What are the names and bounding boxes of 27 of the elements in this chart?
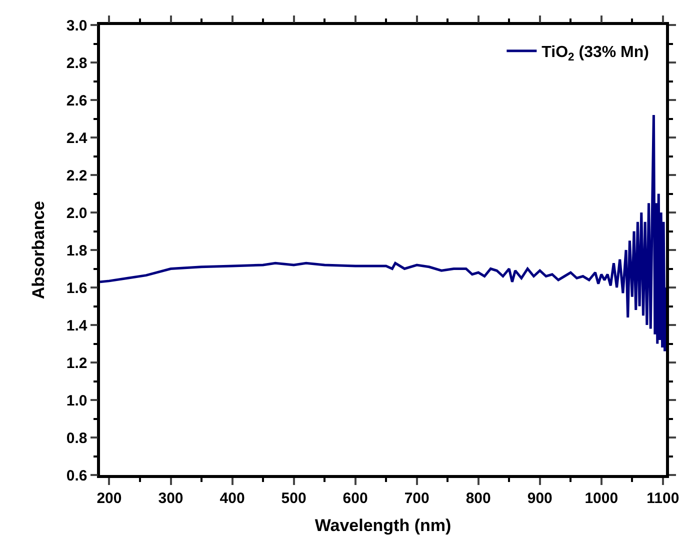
x-tick-label: 600	[342, 490, 368, 507]
y-axis-title: Absorbance	[28, 200, 48, 300]
y-tick-label: 2.4	[66, 130, 88, 147]
y-tick-label: 1.8	[66, 242, 88, 260]
y-tick-label: 2.2	[66, 167, 88, 184]
x-axis-title: Wavelength (nm)	[314, 516, 452, 536]
x-tick-label: 1000	[584, 490, 618, 507]
x-tick-label: 800	[466, 490, 491, 507]
x-tick-label: 1100	[646, 490, 680, 507]
x-tick-label: 200	[96, 490, 122, 507]
x-tick-label: 900	[527, 490, 552, 507]
y-tick-label: 2.8	[66, 54, 88, 72]
x-tick-label: 500	[281, 490, 306, 507]
y-tick-label: 1.4	[66, 317, 88, 334]
y-tick-label: 0.8	[66, 430, 88, 447]
legend-label: TiO$_{2}$ (33% Mn)	[542, 44, 649, 64]
line-series	[100, 114, 666, 352]
y-tick-label: 0.6	[66, 467, 88, 484]
y-tick-label: 2.6	[66, 92, 88, 110]
y-tick-label: 1.0	[66, 392, 88, 410]
y-tick-label: 1.6	[66, 280, 88, 297]
y-tick-label: 1.2	[66, 354, 88, 372]
y-tick-label: 3.0	[66, 17, 88, 34]
x-tick-label: 300	[158, 490, 184, 507]
y-tick-label: 2.0	[66, 204, 88, 222]
x-tick-label: 400	[220, 490, 245, 507]
x-tick-label: 700	[404, 490, 430, 507]
